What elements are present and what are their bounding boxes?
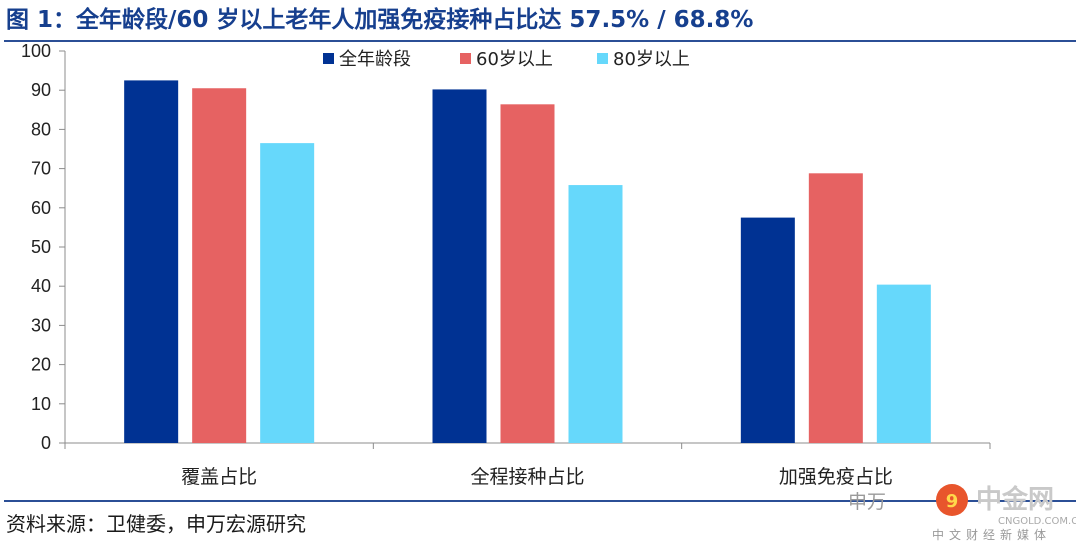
bar-2-2 xyxy=(500,104,555,443)
bar-3-2 xyxy=(568,185,623,443)
y-tick-label: 100 xyxy=(21,42,51,61)
bar-2-3 xyxy=(808,173,863,443)
y-tick-label: 10 xyxy=(31,394,51,414)
category-label: 覆盖占比 xyxy=(181,466,257,488)
watermark-logo: 申万 9 中金网 CNGOLD.COM.CN 中文财经新媒体 xyxy=(848,484,1076,542)
y-tick-label: 60 xyxy=(31,198,51,218)
legend-swatch-3 xyxy=(597,53,608,64)
y-tick-label: 30 xyxy=(31,315,51,335)
legend-swatch-2 xyxy=(460,53,471,64)
source-note: 资料来源：卫健委，申万宏源研究 xyxy=(6,512,306,536)
bar-chart: 0 10 20 30 40 50 60 70 80 90 100 覆盖占比 全程接种占比 加强免疫占比 全… xyxy=(21,42,991,488)
watermark-brand: 中金网 xyxy=(976,484,1054,515)
bar-3-1 xyxy=(260,143,315,443)
y-tick-label: 70 xyxy=(31,159,51,179)
bar-2-1 xyxy=(192,88,247,444)
watermark-coin-icon xyxy=(936,484,968,516)
bar-1-1 xyxy=(124,80,179,444)
y-tick-label: 50 xyxy=(31,237,51,257)
legend-label-1: 全年龄段 xyxy=(339,49,411,70)
bar-1-2 xyxy=(432,89,487,443)
legend-swatch-1 xyxy=(323,53,334,64)
category-label: 加强免疫占比 xyxy=(779,466,893,488)
title-rule xyxy=(4,40,1076,42)
watermark-partial-text: 申万 xyxy=(848,491,886,513)
svg-text:9: 9 xyxy=(946,491,959,512)
bar-3-3 xyxy=(876,284,931,443)
bar-1-3 xyxy=(740,217,795,443)
watermark-tagline: 中文财经新媒体 xyxy=(932,527,1051,542)
y-tick-label: 40 xyxy=(31,276,51,296)
y-tick-label: 90 xyxy=(31,80,51,100)
category-label: 全程接种占比 xyxy=(470,466,584,488)
y-tick-label: 20 xyxy=(31,355,51,375)
chart-bars xyxy=(124,80,931,444)
y-tick-label: 80 xyxy=(31,119,51,139)
source-rule xyxy=(4,500,1076,502)
chart-axes: 0 10 20 30 40 50 60 70 80 90 100 覆盖占比 全程接种占比 加强免疫占比 xyxy=(21,42,991,488)
chart-title: 图 1：全年龄段/60 岁以上老年人加强免疫接种占比达 57.5% / 68.8… xyxy=(6,7,754,33)
y-tick-label: 0 xyxy=(41,433,51,453)
legend-label-3: 80岁以上 xyxy=(613,49,690,70)
chart-legend: 全年龄段 60岁以上 80岁以上 xyxy=(323,49,690,70)
legend-label-2: 60岁以上 xyxy=(476,49,553,70)
watermark-domain: CNGOLD.COM.CN xyxy=(998,516,1076,527)
